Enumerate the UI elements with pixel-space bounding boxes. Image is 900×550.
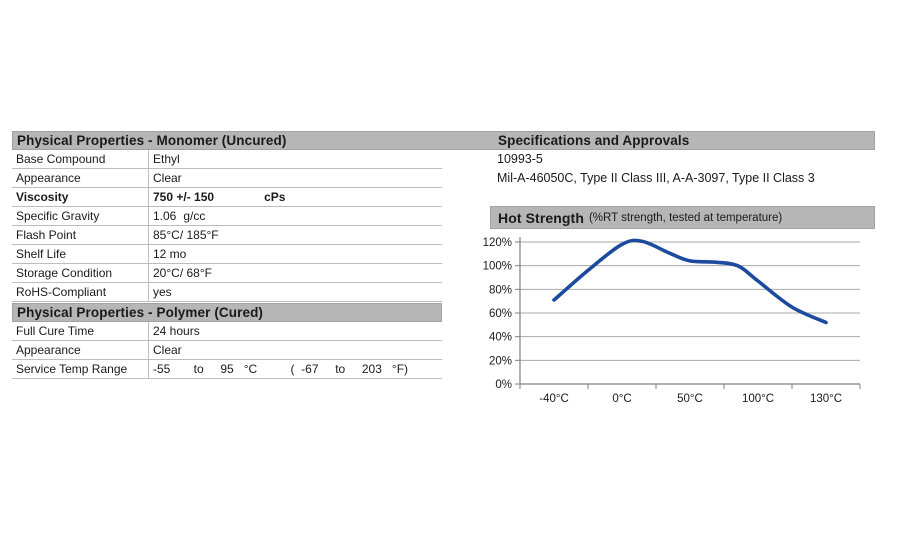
svg-text:80%: 80% bbox=[489, 284, 512, 296]
property-label: Storage Condition bbox=[12, 264, 149, 282]
property-value: Clear bbox=[149, 169, 442, 187]
hot-strength-chart: 0% 20% 40% 60% 80% 100% 120% -40°C 0°C 50°C 100°C 1… bbox=[478, 230, 880, 415]
table-row-storage-condition: Storage Condition 20°C/ 68°F bbox=[12, 264, 442, 283]
property-label: Specific Gravity bbox=[12, 207, 149, 225]
svg-text:130°C: 130°C bbox=[810, 393, 842, 405]
property-label: Appearance bbox=[12, 169, 149, 187]
unit-text: cPs bbox=[264, 190, 286, 204]
svg-text:60%: 60% bbox=[489, 308, 512, 320]
property-label: RoHS-Compliant bbox=[12, 283, 149, 301]
property-label: Appearance bbox=[12, 341, 149, 359]
hot-strength-title: Hot Strength bbox=[498, 209, 584, 226]
value-text: Clear bbox=[153, 343, 182, 357]
property-value: 12 mo bbox=[149, 245, 442, 263]
svg-text:0%: 0% bbox=[495, 379, 512, 391]
value-text: 24 hours bbox=[153, 324, 200, 338]
table-row-appearance-cured: Appearance Clear bbox=[12, 341, 442, 360]
property-label: Base Compound bbox=[12, 150, 149, 168]
property-value: 1.06 g/cc bbox=[149, 207, 442, 225]
svg-text:100°C: 100°C bbox=[742, 393, 774, 405]
property-label: Viscosity bbox=[12, 188, 149, 206]
property-value: Clear bbox=[149, 341, 442, 359]
svg-text:100%: 100% bbox=[483, 261, 512, 273]
svg-text:20%: 20% bbox=[489, 355, 512, 367]
property-label: Flash Point bbox=[12, 226, 149, 244]
value-text: 20°C/ 68°F bbox=[153, 266, 212, 280]
specification-line: Mil-A-46050C, Type II Class III, A-A-309… bbox=[497, 171, 815, 185]
value-text: yes bbox=[153, 285, 172, 299]
property-value: yes bbox=[149, 283, 442, 301]
specification-line: 10993-5 bbox=[497, 152, 543, 166]
property-label: Full Cure Time bbox=[12, 322, 149, 340]
polymer-section-title: Physical Properties - Polymer (Cured) bbox=[17, 305, 264, 320]
svg-text:40%: 40% bbox=[489, 332, 512, 344]
svg-text:120%: 120% bbox=[483, 237, 512, 249]
property-value: 20°C/ 68°F bbox=[149, 264, 442, 282]
value-text: 1.06 bbox=[153, 209, 177, 223]
svg-text:0°C: 0°C bbox=[612, 393, 631, 405]
value-text: 750 +/- 150 bbox=[153, 190, 215, 204]
value-text: -55 to 95 °C ( -67 to 203 °F) bbox=[153, 362, 409, 376]
specifications-section-title: Specifications and Approvals bbox=[498, 133, 690, 148]
value-text: 85°C/ 185°F bbox=[153, 228, 219, 242]
property-label: Service Temp Range bbox=[12, 360, 149, 378]
table-row-rohs-compliant: RoHS-Compliant yes bbox=[12, 283, 442, 302]
value-text: Ethyl bbox=[153, 152, 180, 166]
table-row-shelf-life: Shelf Life 12 mo bbox=[12, 245, 442, 264]
property-value: 85°C/ 185°F bbox=[149, 226, 442, 244]
unit-text: g/cc bbox=[183, 209, 206, 223]
property-value: 750 +/- 150 cPs bbox=[149, 188, 442, 206]
polymer-section-band: Physical Properties - Polymer (Cured) bbox=[12, 303, 442, 322]
table-row-specific-gravity: Specific Gravity 1.06 g/cc bbox=[12, 207, 442, 226]
table-row-service-temp-range: Service Temp Range -55 to 95 °C ( -67 to… bbox=[12, 360, 442, 379]
svg-text:-40°C: -40°C bbox=[539, 393, 569, 405]
table-row-viscosity: Viscosity 750 +/- 150 cPs bbox=[12, 188, 442, 207]
table-row-appearance: Appearance Clear bbox=[12, 169, 442, 188]
svg-text:50°C: 50°C bbox=[677, 393, 703, 405]
table-row-flash-point: Flash Point 85°C/ 185°F bbox=[12, 226, 442, 245]
property-value: 24 hours bbox=[149, 322, 442, 340]
property-label: Shelf Life bbox=[12, 245, 149, 263]
hot-strength-header-band: Hot Strength (%RT strength, tested at te… bbox=[490, 206, 875, 229]
table-row-base-compound: Base Compound Ethyl bbox=[12, 150, 442, 169]
section-header-band: Physical Properties - Monomer (Uncured) … bbox=[12, 131, 875, 150]
monomer-section-title: Physical Properties - Monomer (Uncured) bbox=[17, 133, 287, 148]
property-value: -55 to 95 °C ( -67 to 203 °F) bbox=[149, 360, 442, 378]
table-row-full-cure-time: Full Cure Time 24 hours bbox=[12, 322, 442, 341]
hot-strength-subtitle: (%RT strength, tested at temperature) bbox=[588, 211, 783, 224]
polymer-properties-table: Full Cure Time 24 hours Appearance Clear… bbox=[12, 322, 442, 379]
value-text: 12 mo bbox=[153, 247, 187, 261]
hot-strength-line bbox=[552, 238, 828, 325]
value-text: Clear bbox=[153, 171, 182, 185]
monomer-properties-table: Base Compound Ethyl Appearance Clear Vis… bbox=[12, 150, 442, 302]
property-value: Ethyl bbox=[149, 150, 442, 168]
